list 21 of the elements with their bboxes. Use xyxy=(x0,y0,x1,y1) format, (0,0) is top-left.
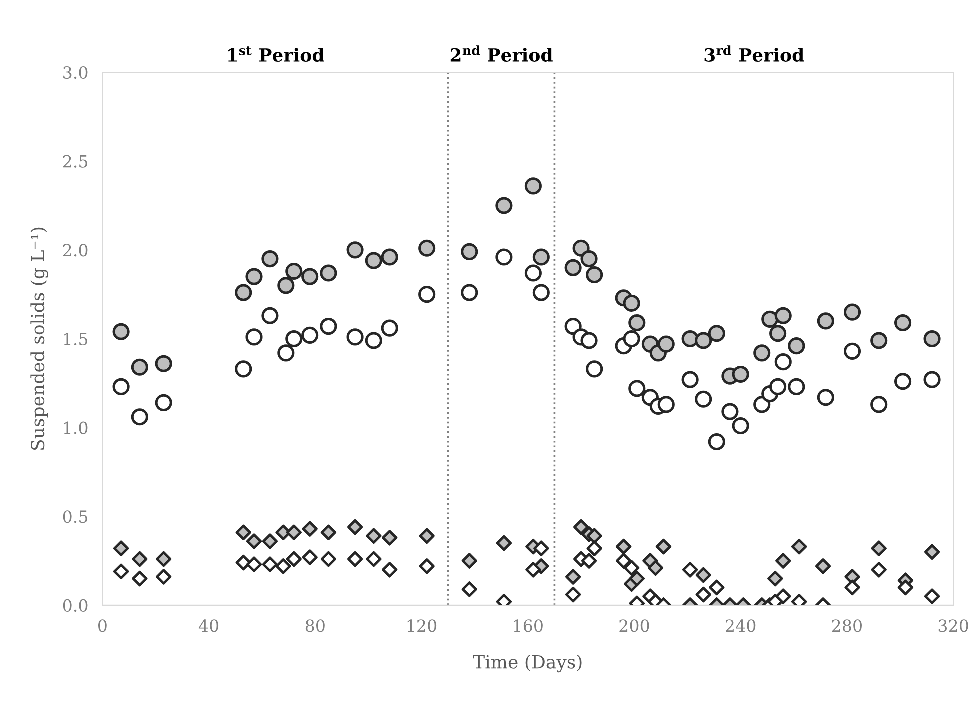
y-tick-label: 1.0 xyxy=(64,422,88,434)
y-tick-label: 1.5 xyxy=(64,332,88,346)
y-tick-label: 2.5 xyxy=(63,155,88,168)
text: 1$^{st}$ Period xyxy=(228,46,324,62)
x-tick-label: 40 xyxy=(198,620,219,632)
x-tick-label: 240 xyxy=(726,620,756,632)
y-tick-label: 0.0 xyxy=(63,599,88,612)
text: 3$^{rd}$ Period xyxy=(704,46,804,62)
y-axis-title: Suspended solids (g L⁻¹) xyxy=(30,228,48,450)
y-tick-label: 0.5 xyxy=(63,510,88,524)
x-tick-label: 200 xyxy=(620,620,650,632)
x-axis-title: Time (Days) xyxy=(473,654,582,673)
y-tick-label: 3.0 xyxy=(64,66,88,80)
text: 2$^{nd}$ Period xyxy=(450,46,553,62)
x-tick-label: 280 xyxy=(832,620,862,632)
x-tick-label: 320 xyxy=(938,620,968,632)
y-tick-label: 2.0 xyxy=(63,244,88,257)
x-tick-label: 160 xyxy=(514,620,543,632)
x-tick-label: 80 xyxy=(306,620,325,632)
x-tick-label: 120 xyxy=(408,620,437,632)
x-tick-label: 0 xyxy=(98,620,107,632)
